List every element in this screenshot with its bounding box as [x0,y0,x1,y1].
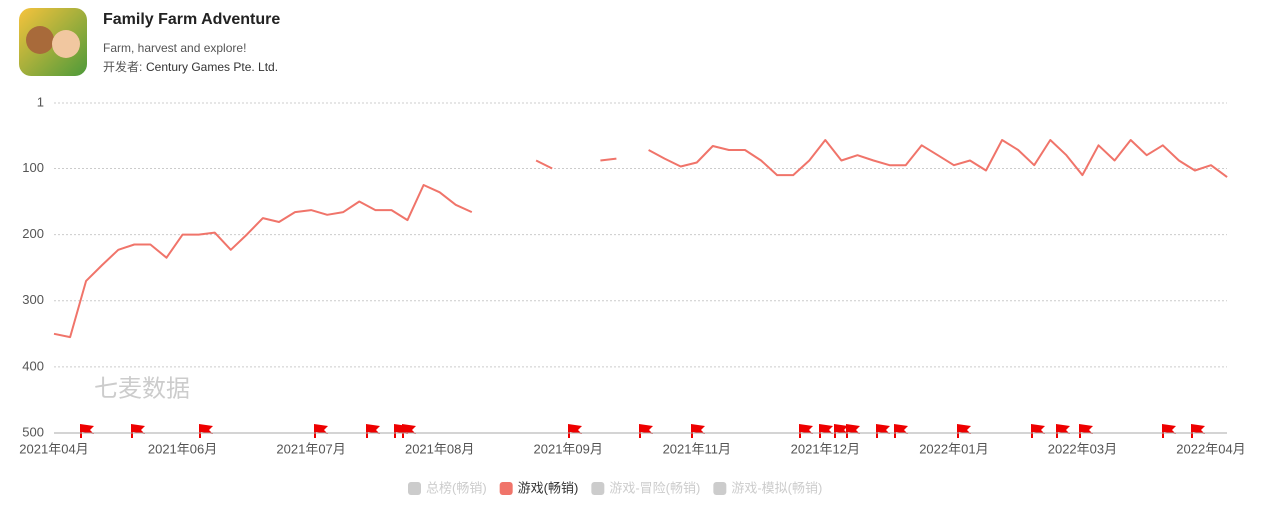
y-tick-label: 400 [22,358,44,373]
x-tick-label: 2021年04月 [19,441,88,456]
x-tick-label: 2021年08月 [405,441,474,456]
flag [1079,424,1093,438]
x-tick-label: 2022年01月 [919,441,988,456]
event-flags [80,424,1205,438]
x-tick-label: 2021年11月 [663,441,731,456]
flag [846,424,860,438]
flag [894,424,908,438]
icon-dog [26,26,54,54]
icon-girl [52,30,80,58]
y-tick-label: 300 [22,292,44,307]
flag [402,424,416,438]
line [53,139,1228,339]
legend-label: 游戏-模拟(畅销) [731,480,822,495]
flag [639,424,653,438]
flag [799,424,813,438]
y-tick-label: 500 [22,424,44,439]
y-tick-label: 100 [22,160,44,175]
flag [1056,424,1070,438]
watermark: 七麦数据 [94,375,190,402]
developer: Century Games Pte. Ltd. [146,60,278,74]
flag [957,424,971,438]
flag [691,424,705,438]
legend-swatch [499,482,513,495]
flag [1191,424,1205,438]
legend-label: 游戏(畅销) [518,480,579,495]
legend-swatch [713,482,727,495]
developer-label: 开发者: [103,59,142,74]
x-tick-label: 2021年12月 [791,441,860,456]
x-tick-label: 2022年04月 [1176,441,1245,456]
flag [314,424,328,438]
legend-swatch [408,482,421,495]
y-tick-label: 200 [22,226,44,241]
flag [876,424,890,438]
flag [366,424,380,438]
y-tick-label: 1 [37,94,44,109]
flag [131,424,145,438]
flag [80,424,94,438]
app-subtitle: Farm, harvest and explore! [103,41,246,55]
flag [199,424,213,438]
flag [568,424,582,438]
flag [1162,424,1176,438]
x-tick-label: 2021年06月 [148,441,217,456]
x-tick-label: 2022年03月 [1048,441,1117,456]
flag [819,424,833,438]
x-tick-label: 2021年09月 [534,441,603,456]
legend-swatch [591,482,605,495]
flag [1031,424,1045,438]
legend-label: 游戏-冒险(畅销) [609,480,700,495]
flag [834,424,848,438]
x-tick-label: 2021年07月 [276,441,345,456]
app-title: Family Farm Adventure [103,11,280,28]
legend-label: 总榜(畅销) [426,480,487,495]
